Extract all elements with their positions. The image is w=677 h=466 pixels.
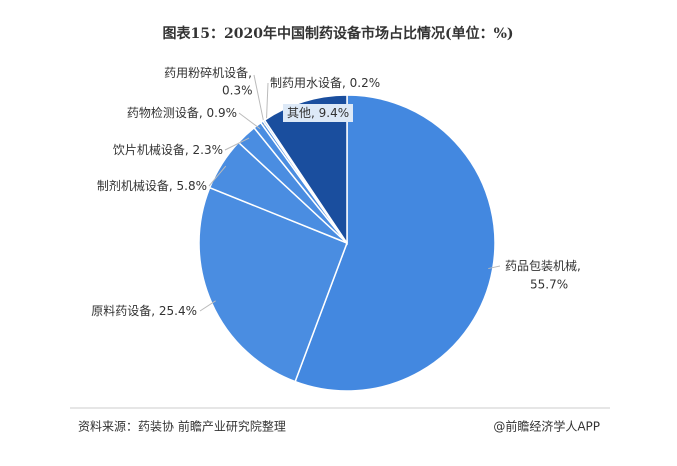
category-label: 其他: [287, 106, 311, 120]
label-box: [283, 104, 353, 122]
category-label: 原料药设备: [91, 304, 151, 318]
category-label: 制剂机械设备: [97, 178, 169, 193]
leader-line: [488, 265, 501, 270]
leader-line: [238, 112, 261, 130]
category-label: 饮片机械设备: [113, 142, 185, 157]
leader-line: [265, 82, 269, 125]
source: 资料来源：药装协 前瞻产业研究院整理: [78, 419, 286, 434]
value-label: 0.2%: [350, 76, 381, 90]
value-label: 25.4%: [159, 304, 197, 318]
data-label: 其他, 9.4%: [287, 106, 349, 120]
leader-line: [224, 137, 250, 151]
pie-slice: [198, 186, 348, 383]
category-label: 制药用水设备: [270, 76, 342, 90]
leader-line: [208, 165, 227, 187]
brand: @前瞻经济学人APP: [493, 419, 600, 434]
label-separator: ,: [342, 76, 350, 90]
data-label: 药用粉碎机设备,: [164, 65, 252, 80]
value-label: 0.3%: [222, 84, 253, 98]
data-label: 制药用水设备, 0.2%: [270, 76, 380, 90]
label-separator: ,: [151, 304, 159, 318]
data-label: 制剂机械设备, 5.8%: [97, 178, 207, 193]
value-label: 2.3%: [193, 143, 224, 157]
label-separator: ,: [248, 66, 252, 80]
leader-line: [199, 300, 216, 312]
label-separator: ,: [169, 179, 177, 193]
label-separator: ,: [311, 106, 319, 120]
pie-slice: [263, 94, 348, 246]
category-label: 药物检测设备: [127, 105, 199, 120]
pie-slice: [294, 94, 496, 392]
category-label: 药用粉碎机设备: [164, 65, 248, 80]
label-separator: ,: [577, 259, 581, 273]
value-label: 5.8%: [177, 179, 208, 193]
value-label: 0.9%: [207, 106, 238, 120]
data-label: 药物检测设备, 0.9%: [127, 105, 237, 120]
label-separator: ,: [199, 106, 207, 120]
data-label: 饮片机械设备, 2.3%: [113, 142, 223, 157]
label-separator: ,: [185, 143, 193, 157]
data-label: 药品包装机械,: [505, 258, 581, 273]
category-label: 药品包装机械: [505, 258, 577, 273]
leader-line: [253, 74, 265, 126]
data-label: 原料药设备, 25.4%: [91, 304, 197, 318]
value-label: 9.4%: [319, 106, 350, 120]
value-label: 55.7%: [530, 278, 568, 292]
chart-title: 图表15：2020年中国制药设备市场占比情况(单位：%): [163, 25, 514, 42]
